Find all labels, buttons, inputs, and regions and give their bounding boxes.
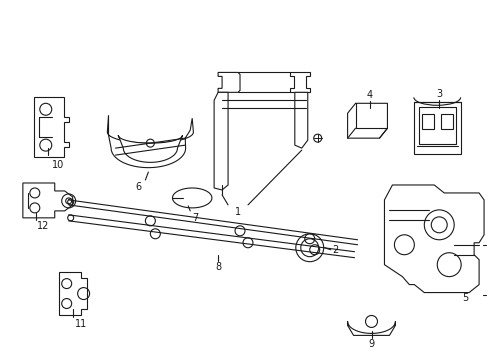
Polygon shape xyxy=(290,72,310,92)
Text: 12: 12 xyxy=(37,221,49,231)
Polygon shape xyxy=(218,72,240,92)
Text: 9: 9 xyxy=(368,339,374,350)
Text: 5: 5 xyxy=(462,293,468,302)
Text: 8: 8 xyxy=(215,262,221,272)
Polygon shape xyxy=(295,92,308,148)
Polygon shape xyxy=(23,183,73,218)
Text: 6: 6 xyxy=(135,182,142,192)
Polygon shape xyxy=(107,115,194,168)
Polygon shape xyxy=(347,103,388,138)
Text: 2: 2 xyxy=(333,245,339,255)
Polygon shape xyxy=(34,97,69,157)
Polygon shape xyxy=(118,135,183,162)
Polygon shape xyxy=(172,188,212,208)
Text: 7: 7 xyxy=(192,213,198,223)
Polygon shape xyxy=(385,185,484,293)
Polygon shape xyxy=(347,321,395,336)
Polygon shape xyxy=(419,107,456,144)
Polygon shape xyxy=(59,272,87,315)
Text: 4: 4 xyxy=(367,90,372,100)
Bar xyxy=(422,114,434,129)
Text: 1: 1 xyxy=(235,207,241,217)
Text: 3: 3 xyxy=(436,89,442,99)
Polygon shape xyxy=(415,102,461,154)
Text: 10: 10 xyxy=(51,160,64,170)
Polygon shape xyxy=(214,92,228,190)
Bar xyxy=(441,114,453,129)
Text: 11: 11 xyxy=(74,319,87,329)
